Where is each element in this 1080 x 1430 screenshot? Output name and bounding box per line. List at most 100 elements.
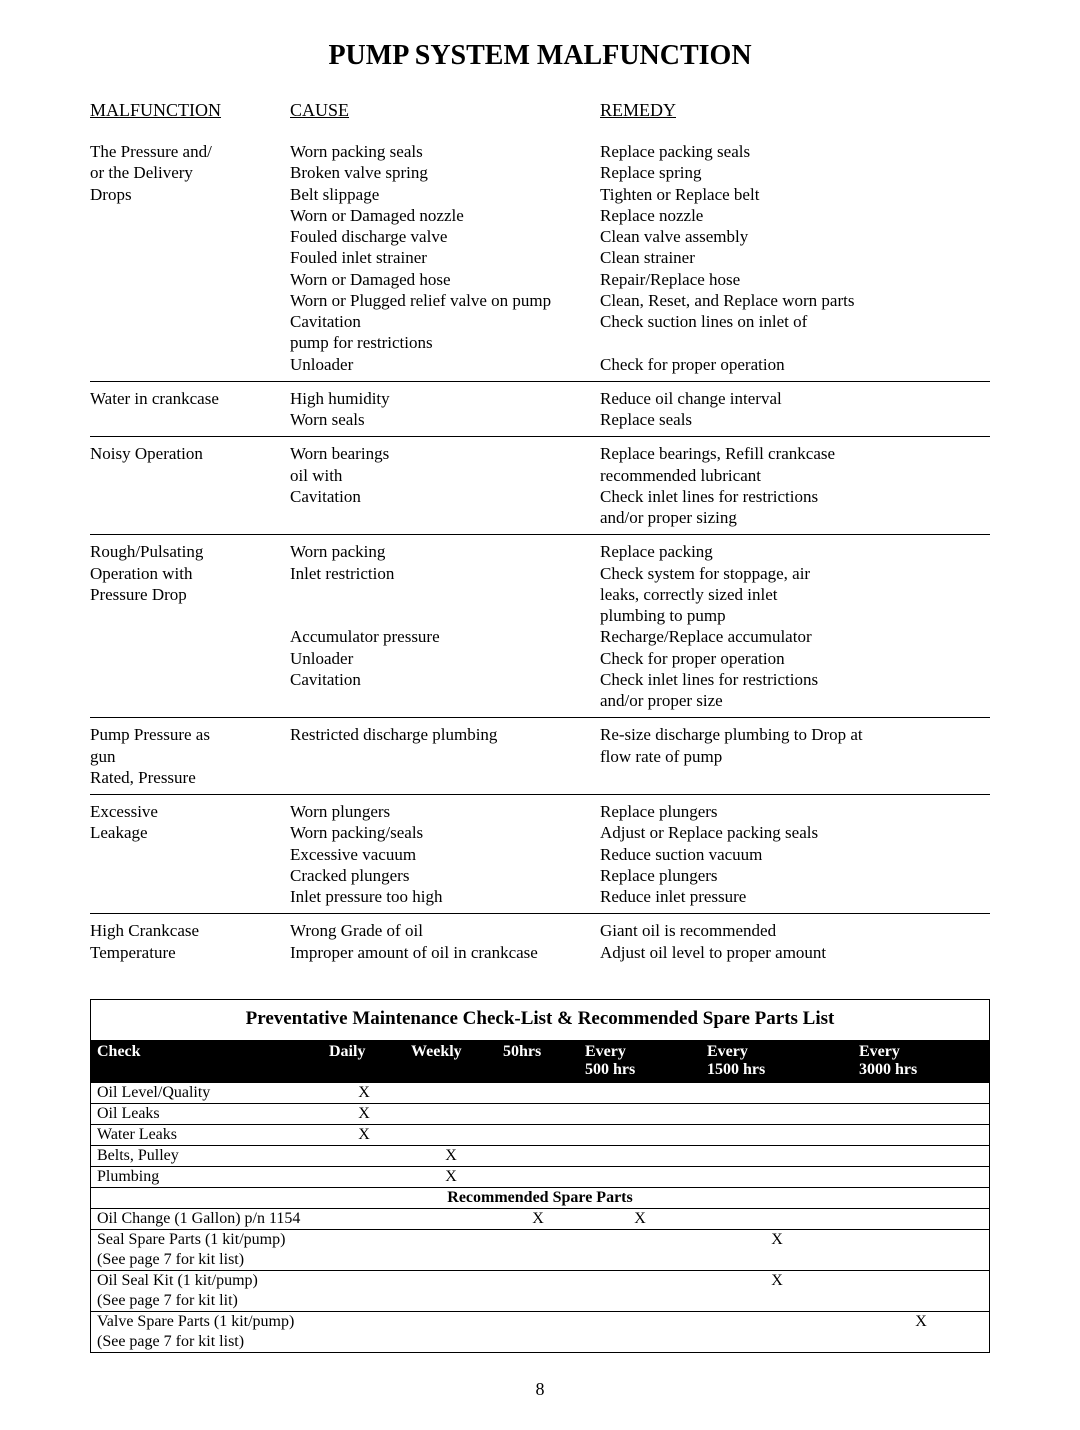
mark-cell [853,1270,989,1291]
remedy-text: Replace spring [600,162,990,183]
cause-text: Worn packing/seals [290,822,600,843]
cause-text: Worn bearings [290,443,600,464]
check-cell: (See page 7 for kit list) [91,1250,323,1271]
remedy-text: Check for proper operation [600,354,990,375]
mark-cell [323,1208,405,1229]
header-remedy: REMEDY [600,100,990,121]
table-header: Every3000 hrs [853,1040,989,1083]
remedy-text: Check system for stoppage, air [600,563,990,584]
mark-cell [701,1291,853,1312]
table-row: Oil LeaksX [91,1103,989,1124]
remedy-text: flow rate of pump [600,746,990,767]
mark-cell [405,1332,497,1352]
column-headers: MALFUNCTION CAUSE REMEDY [90,100,990,121]
remedy-text: Clean strainer [600,247,990,268]
remedy-text: Check inlet lines for restrictions [600,486,990,507]
check-cell: Oil Seal Kit (1 kit/pump) [91,1270,323,1291]
mark-cell [497,1291,579,1312]
cause-text: Worn plungers [290,801,600,822]
remedy-text: plumbing to pump [600,605,990,626]
mark-cell: X [323,1082,405,1103]
remedy-text: Adjust or Replace packing seals [600,822,990,843]
cause-text: Inlet restriction [290,563,600,584]
mark-cell [579,1229,701,1250]
mark-cell [405,1229,497,1250]
cause-text: Cavitation [290,669,600,690]
table-row: Oil Seal Kit (1 kit/pump) X [91,1270,989,1291]
table-row: Oil Level/QualityX [91,1082,989,1103]
mark-cell [497,1250,579,1271]
mark-cell [701,1208,853,1229]
cause-text [290,746,600,767]
maintenance-title: Preventative Maintenance Check-List & Re… [91,1008,989,1030]
mark-cell [579,1250,701,1271]
malfunction-text: The Pressure and/ [90,141,290,162]
mark-cell: X [497,1208,579,1229]
malfunction-text: Pump Pressure as [90,724,290,745]
mark-cell [853,1250,989,1271]
mark-cell [497,1311,579,1332]
mark-cell [497,1082,579,1103]
cause-text: Inlet pressure too high [290,886,600,907]
cause-text: Wrong Grade of oil [290,920,600,941]
mark-cell [853,1208,989,1229]
mark-cell: X [701,1270,853,1291]
cause-text: Restricted discharge plumbing [290,724,600,745]
mark-cell [405,1208,497,1229]
mark-cell [497,1145,579,1166]
malfunction-text: Excessive [90,801,290,822]
check-cell: Oil Change (1 Gallon) p/n 1154 [91,1208,323,1229]
mark-cell [405,1291,497,1312]
table-header: Weekly [405,1040,497,1083]
remedy-text: Giant oil is recommended [600,920,990,941]
mark-cell [405,1250,497,1271]
table-row: Water LeaksX [91,1124,989,1145]
mark-cell [579,1082,701,1103]
mark-cell [323,1270,405,1291]
page-title: PUMP SYSTEM MALFUNCTION [90,40,990,72]
remedy-text [600,767,990,788]
remedy-text: Repair/Replace hose [600,269,990,290]
mark-cell [323,1332,405,1352]
mark-cell [853,1332,989,1352]
mark-cell [497,1166,579,1187]
maintenance-table: CheckDailyWeekly50hrsEvery500 hrsEvery15… [91,1040,989,1352]
cause-text [290,605,600,626]
cause-text [290,767,600,788]
remedy-text: Replace packing seals [600,141,990,162]
mark-cell [579,1332,701,1352]
mark-cell [323,1166,405,1187]
remedy-text: Adjust oil level to proper amount [600,942,990,963]
malfunction-row: ExcessiveLeakageWorn plungersWorn packin… [90,794,990,913]
cause-text: Worn packing [290,541,600,562]
remedy-text: and/or proper size [600,690,990,711]
spare-parts-header: Recommended Spare Parts [91,1187,989,1208]
malfunction-row: Pump Pressure asgunRated, PressureRestri… [90,717,990,794]
mark-cell [579,1311,701,1332]
malfunction-text: or the Delivery [90,162,290,183]
cause-text: Accumulator pressure [290,626,600,647]
mark-cell [497,1270,579,1291]
mark-cell [853,1145,989,1166]
mark-cell [701,1082,853,1103]
mark-cell [405,1270,497,1291]
cause-text: Fouled discharge valve [290,226,600,247]
malfunction-text: Pressure Drop [90,584,290,605]
check-cell: Valve Spare Parts (1 kit/pump) [91,1311,323,1332]
cause-text [290,690,600,711]
malfunction-row: Water in crankcaseHigh humidityWorn seal… [90,381,990,437]
mark-cell: X [405,1145,497,1166]
cause-text: pump for restrictions [290,332,600,353]
table-header: 50hrs [497,1040,579,1083]
remedy-text: Replace plungers [600,801,990,822]
mark-cell [701,1103,853,1124]
remedy-text: leaks, correctly sized inlet [600,584,990,605]
header-malfunction: MALFUNCTION [90,100,290,121]
check-cell: Water Leaks [91,1124,323,1145]
cause-text [290,507,600,528]
maintenance-box: Preventative Maintenance Check-List & Re… [90,999,990,1353]
mark-cell: X [579,1208,701,1229]
malfunction-text: Drops [90,184,290,205]
mark-cell: X [323,1124,405,1145]
check-cell: Plumbing [91,1166,323,1187]
